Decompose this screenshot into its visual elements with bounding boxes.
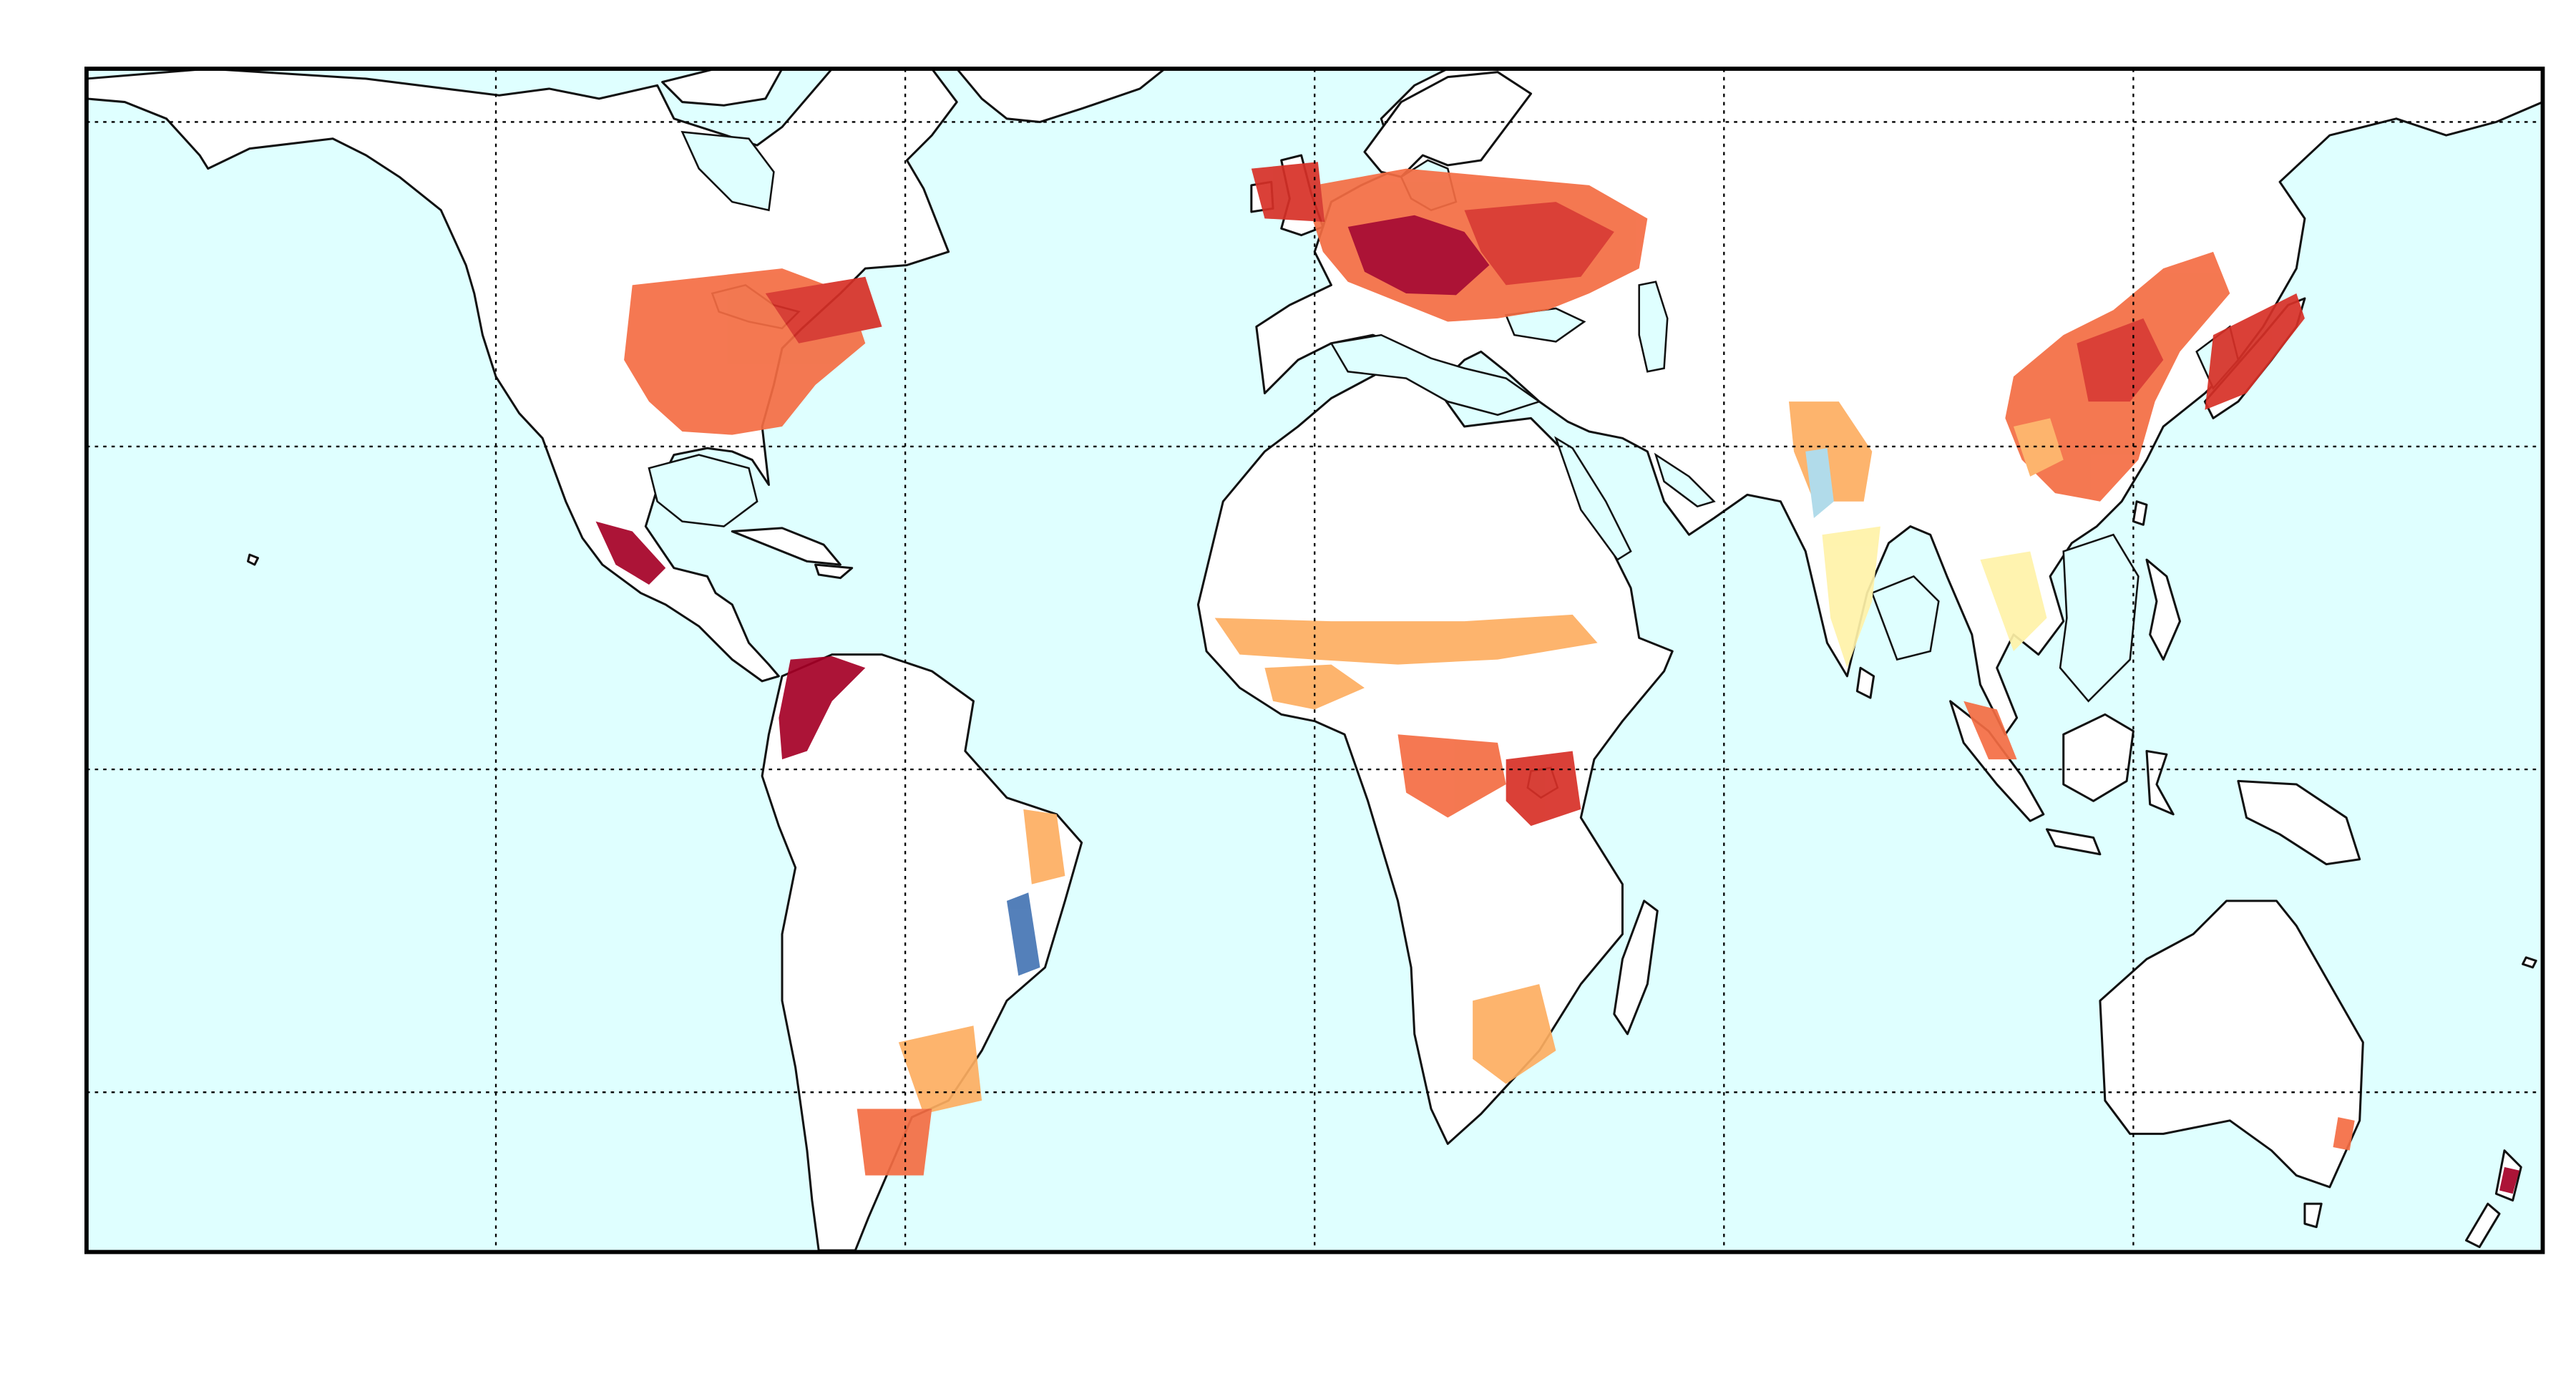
landmass-hispaniola: [814, 563, 854, 580]
shaded-east-brazil: [1006, 892, 1040, 976]
shaded-indochina: [1980, 551, 2047, 651]
landmass-cuba: [731, 527, 841, 566]
shaded-pampas: [857, 1109, 932, 1176]
landmass-sri-lanka: [1855, 666, 1875, 699]
landmass-north-america: [85, 67, 958, 683]
graticule: [86, 69, 2543, 1252]
shaded-europe-east: [1464, 202, 1614, 286]
landmass-borneo: [2062, 713, 2135, 802]
south-china-sea: [2059, 533, 2140, 703]
landmass-greenland: [955, 67, 1166, 123]
shaded-europe-core: [1347, 215, 1490, 296]
landmass-madagascar: [1613, 900, 1659, 1036]
landmass-new-zealand-south: [2465, 1202, 2501, 1249]
shaded-india-south: [1822, 526, 1880, 668]
hudson-bay: [680, 130, 775, 212]
landmass-taiwan: [2132, 500, 2148, 526]
landmass-java: [2045, 828, 2102, 856]
landmass-new-caledonia: [2522, 956, 2537, 969]
shaded-us-northeast: [765, 276, 882, 344]
red-sea: [1554, 436, 1632, 561]
landmass-new-guinea: [2237, 779, 2361, 866]
shaded-north-china-plain: [2077, 318, 2164, 402]
shaded-malaysia: [1963, 701, 2017, 760]
landmass-australia: [2099, 900, 2364, 1189]
shaded-east-brazil-edge: [1023, 809, 1065, 885]
persian-gulf: [1654, 452, 1716, 508]
landmass-philippines: [2145, 558, 2182, 661]
map-frame: [84, 67, 2545, 1254]
mediterranean-sea: [1330, 333, 1542, 416]
shaded-new-zealand: [2499, 1166, 2519, 1194]
shaded-se-australia: [2333, 1117, 2355, 1151]
landmass-hawaii: [247, 553, 259, 566]
shaded-japan-korea: [2205, 293, 2305, 410]
shaded-indus: [1805, 448, 1834, 518]
shaded-southern-africa: [1473, 984, 1556, 1084]
landmass-tasmania: [2303, 1202, 2323, 1229]
landmass-sulawesi: [2145, 750, 2175, 816]
shaded-andes: [779, 656, 866, 760]
gulf-of-mexico: [648, 454, 758, 527]
shaded-data: [595, 162, 2519, 1194]
shaded-central-africa: [1397, 734, 1506, 818]
shaded-mexico: [595, 521, 666, 585]
bay-of-bengal: [1870, 575, 1940, 661]
shaded-sahel: [1214, 614, 1598, 665]
shaded-sichuan: [2013, 418, 2064, 477]
caspian-sea: [1638, 281, 1669, 373]
shaded-uk: [1251, 162, 1325, 222]
